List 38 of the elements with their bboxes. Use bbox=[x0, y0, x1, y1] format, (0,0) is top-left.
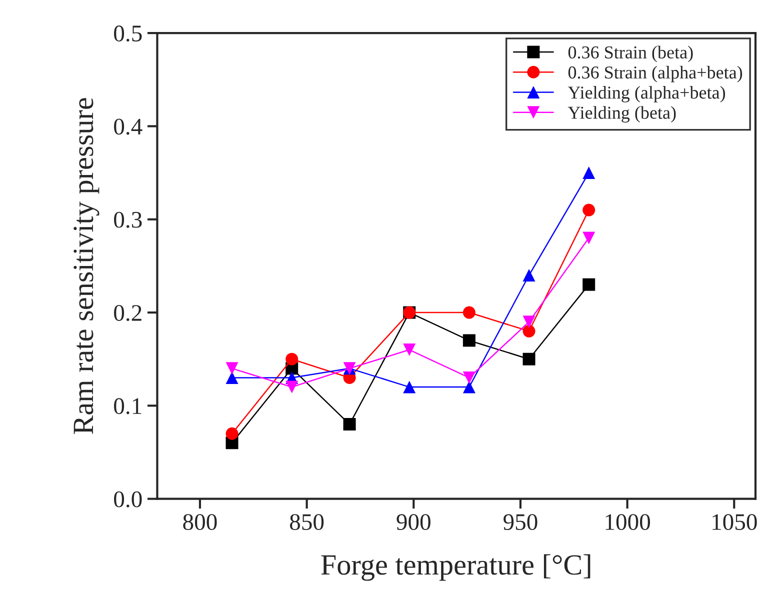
x-tick-label: 850 bbox=[290, 514, 324, 530]
point bbox=[522, 269, 536, 282]
y-tick-label: 0.1 bbox=[114, 398, 142, 414]
point bbox=[226, 427, 238, 440]
point bbox=[522, 352, 536, 366]
point bbox=[462, 306, 476, 319]
point bbox=[286, 380, 298, 394]
y-tick-label: 0.0 bbox=[114, 491, 142, 508]
point bbox=[343, 418, 356, 431]
legend-label: Yielding (alpha+beta) bbox=[568, 86, 726, 102]
point bbox=[522, 324, 536, 338]
point bbox=[462, 334, 476, 347]
point bbox=[582, 232, 596, 244]
x-tick-label: 950 bbox=[504, 514, 538, 530]
point bbox=[462, 380, 476, 394]
point bbox=[522, 316, 536, 328]
y-tick-label: 0.5 bbox=[114, 26, 142, 42]
x-tick-label: 800 bbox=[183, 514, 217, 530]
point bbox=[226, 371, 238, 384]
point bbox=[403, 380, 416, 394]
point bbox=[582, 204, 596, 216]
y-axis-title: Ram rate sensitivity pressure bbox=[74, 98, 100, 434]
point bbox=[403, 344, 416, 356]
point bbox=[582, 278, 596, 291]
y-tick-label: 0.3 bbox=[114, 212, 142, 228]
point bbox=[582, 166, 596, 180]
x-tick-label: 900 bbox=[396, 514, 430, 530]
x-axis-title: Forge temperature [°C] bbox=[321, 554, 590, 581]
x-tick-label: 1050 bbox=[712, 514, 757, 530]
y-tick-label: 0.2 bbox=[114, 305, 142, 322]
x-tick-label: 1000 bbox=[606, 514, 650, 530]
legend-label: 0.36 Strain (alpha+beta) bbox=[568, 66, 742, 82]
point bbox=[226, 362, 238, 375]
point bbox=[286, 352, 298, 366]
y-tick-label: 0.4 bbox=[114, 118, 142, 135]
legend-label: Yielding (beta) bbox=[568, 106, 676, 123]
legend-label: 0.36 Strain (beta) bbox=[568, 46, 693, 62]
point bbox=[462, 371, 476, 384]
